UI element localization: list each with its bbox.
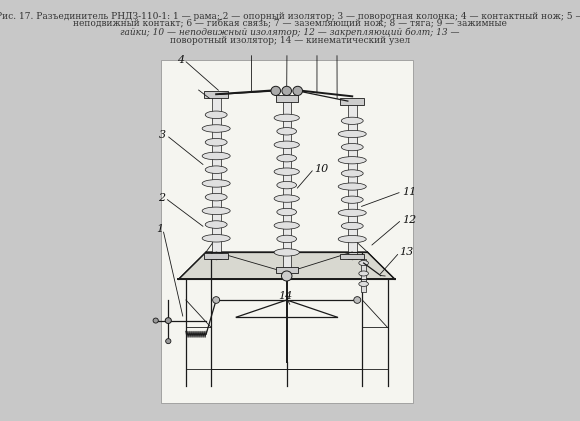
Ellipse shape <box>202 207 230 215</box>
Ellipse shape <box>274 222 299 229</box>
Ellipse shape <box>338 157 366 164</box>
Bar <box>204 253 229 259</box>
Text: Рис. 17. Разъединитель РНДЗ-110-1: 1 — рама; 2 — опорный изолятор; 3 — поворотна: Рис. 17. Разъединитель РНДЗ-110-1: 1 — р… <box>0 12 580 21</box>
Ellipse shape <box>277 235 296 242</box>
Ellipse shape <box>205 139 227 146</box>
Bar <box>361 259 366 292</box>
Text: 1: 1 <box>156 224 163 234</box>
Ellipse shape <box>341 170 363 177</box>
Ellipse shape <box>338 209 366 216</box>
Ellipse shape <box>274 168 299 176</box>
Text: 4: 4 <box>177 55 184 65</box>
Text: 12: 12 <box>402 215 416 225</box>
Circle shape <box>165 318 171 323</box>
Text: 13: 13 <box>400 247 414 257</box>
Text: поворотный изолятор; 14 — кинематический узел: поворотный изолятор; 14 — кинематический… <box>170 36 410 45</box>
Ellipse shape <box>359 281 368 286</box>
Ellipse shape <box>202 125 230 132</box>
Ellipse shape <box>338 235 366 243</box>
Circle shape <box>282 86 292 96</box>
Ellipse shape <box>341 196 363 203</box>
Bar <box>276 95 298 102</box>
Ellipse shape <box>277 155 296 162</box>
Circle shape <box>271 86 281 96</box>
Text: гайки; 10 — неподвижный изолятор; 12 — закрепляющий болт; 13 —: гайки; 10 — неподвижный изолятор; 12 — з… <box>120 28 460 37</box>
Ellipse shape <box>341 117 363 125</box>
Circle shape <box>166 338 171 344</box>
Circle shape <box>213 297 220 304</box>
Ellipse shape <box>205 193 227 201</box>
Ellipse shape <box>274 141 299 149</box>
Circle shape <box>153 318 158 323</box>
Ellipse shape <box>274 114 299 122</box>
Ellipse shape <box>274 195 299 202</box>
Bar <box>340 253 364 259</box>
Text: 2: 2 <box>158 193 165 203</box>
Bar <box>212 94 220 259</box>
Ellipse shape <box>202 180 230 187</box>
Ellipse shape <box>341 144 363 151</box>
Ellipse shape <box>205 221 227 228</box>
Ellipse shape <box>277 181 296 189</box>
Text: 11: 11 <box>402 187 416 197</box>
Text: неподвижный контакт; 6 — гибкая связь; 7 — заземляющий нож; 8 — тяга; 9 — зажимн: неподвижный контакт; 6 — гибкая связь; 7… <box>73 20 507 29</box>
Ellipse shape <box>274 249 299 256</box>
Circle shape <box>293 86 303 96</box>
Bar <box>276 267 298 272</box>
Ellipse shape <box>338 131 366 138</box>
Circle shape <box>281 271 292 281</box>
Ellipse shape <box>205 166 227 173</box>
Bar <box>283 98 291 272</box>
Bar <box>340 99 364 105</box>
Ellipse shape <box>338 183 366 190</box>
Text: 14: 14 <box>278 291 293 301</box>
Ellipse shape <box>205 111 227 119</box>
Circle shape <box>354 297 361 304</box>
Text: 3: 3 <box>160 130 166 140</box>
FancyBboxPatch shape <box>161 60 413 403</box>
Ellipse shape <box>341 222 363 229</box>
Ellipse shape <box>277 208 296 216</box>
Ellipse shape <box>202 152 230 160</box>
Bar <box>204 91 229 99</box>
Bar <box>348 101 357 259</box>
Ellipse shape <box>277 128 296 135</box>
Ellipse shape <box>359 271 368 276</box>
Ellipse shape <box>202 234 230 242</box>
Polygon shape <box>179 252 395 280</box>
Text: 10: 10 <box>314 164 328 174</box>
Ellipse shape <box>359 261 368 266</box>
